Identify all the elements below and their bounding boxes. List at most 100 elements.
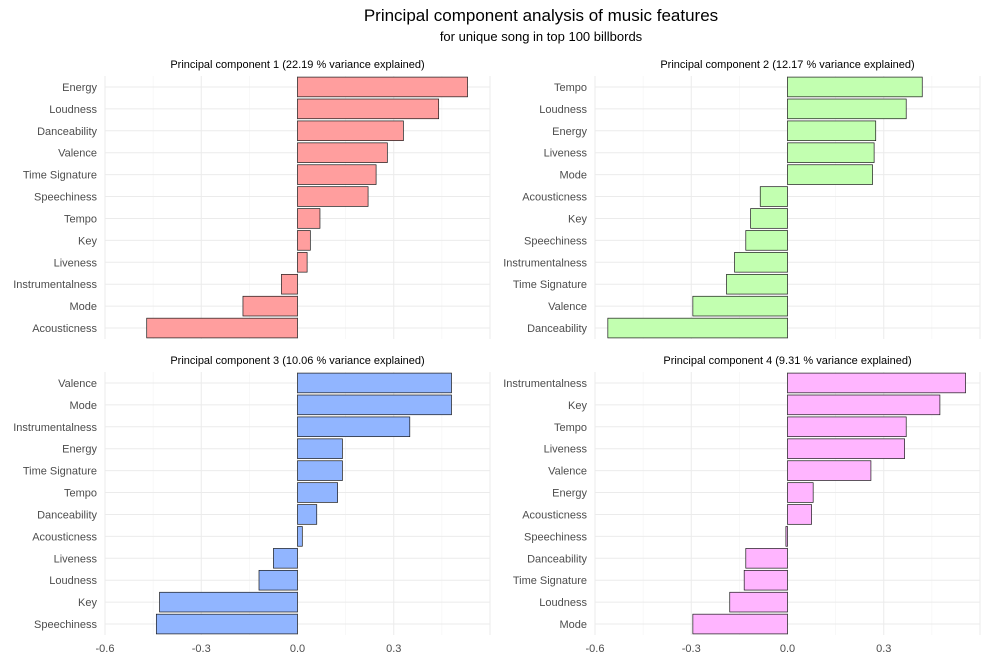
panel-2: Principal component 2 (12.17 % variance … <box>503 59 981 339</box>
bar-time-signature <box>726 273 788 295</box>
bar-liveness <box>787 142 875 163</box>
panel-title: Principal component 3 (10.06 % variance … <box>170 355 424 367</box>
category-label: Key <box>568 400 587 412</box>
bar-time-signature <box>297 164 377 185</box>
chart-subtitle: for unique song in top 100 billbords <box>440 29 643 44</box>
bar-loudness <box>258 569 298 591</box>
panel-3: Principal component 3 (10.06 % variance … <box>13 355 491 655</box>
bar-liveness <box>297 252 308 273</box>
x-tick-label: 0.3 <box>386 643 401 655</box>
bar-liveness <box>273 548 298 569</box>
panel-title: Principal component 4 (9.31 % variance e… <box>663 355 911 367</box>
category-label: Instrumentalness <box>13 422 97 434</box>
category-label: Energy <box>62 444 97 456</box>
category-label: Acousticness <box>522 192 587 204</box>
category-label: Speechiness <box>34 619 97 631</box>
bar-valence <box>297 142 388 163</box>
category-label: Key <box>568 213 587 225</box>
bar-time-signature <box>297 460 343 481</box>
x-tick-label: -0.3 <box>192 643 211 655</box>
bar-tempo <box>787 416 907 438</box>
category-label: Time Signature <box>23 466 97 478</box>
bar-instrumentalness <box>734 252 788 273</box>
chart-title: Principal component analysis of music fe… <box>364 6 718 25</box>
panel-title: Principal component 1 (22.19 % variance … <box>170 59 424 71</box>
bar-liveness <box>787 438 905 459</box>
category-label: Time Signature <box>513 279 587 291</box>
bar-energy <box>787 120 877 142</box>
bar-loudness <box>729 591 788 613</box>
bar-speechiness <box>785 526 788 547</box>
bar-tempo <box>297 482 338 503</box>
bar-loudness <box>787 98 907 120</box>
category-label: Liveness <box>54 553 98 565</box>
category-label: Loudness <box>49 575 97 587</box>
bar-valence <box>297 372 452 394</box>
category-label: Mode <box>559 170 587 182</box>
category-label: Mode <box>69 301 97 313</box>
bar-mode <box>242 295 298 317</box>
bar-acousticness <box>759 186 788 207</box>
category-label: Instrumentalness <box>503 257 587 269</box>
x-tick-label: 0.0 <box>780 643 795 655</box>
bar-speechiness <box>155 613 298 635</box>
panel-4: Principal component 4 (9.31 % variance e… <box>503 355 981 655</box>
x-tick-label: -0.3 <box>682 643 701 655</box>
bar-valence <box>787 460 872 481</box>
bar-acousticness <box>146 317 298 339</box>
category-label: Energy <box>62 82 97 94</box>
bar-key <box>787 394 941 416</box>
category-label: Valence <box>548 301 587 313</box>
bar-danceability <box>297 120 404 142</box>
bar-acousticness <box>297 526 303 547</box>
bar-danceability <box>607 317 788 339</box>
bar-energy <box>787 482 814 503</box>
category-label: Danceability <box>527 323 587 335</box>
category-label: Instrumentalness <box>13 279 97 291</box>
category-label: Key <box>78 597 97 609</box>
bar-speechiness <box>745 230 788 251</box>
category-label: Instrumentalness <box>503 378 587 390</box>
category-label: Speechiness <box>524 531 587 543</box>
x-tick-label: -0.6 <box>96 643 115 655</box>
category-label: Mode <box>559 619 587 631</box>
x-tick-label: -0.6 <box>586 643 605 655</box>
bar-danceability <box>745 548 788 569</box>
bar-loudness <box>297 98 440 120</box>
category-label: Loudness <box>49 104 97 116</box>
category-label: Mode <box>69 400 97 412</box>
bar-key <box>159 591 298 613</box>
category-label: Valence <box>58 148 97 160</box>
category-label: Liveness <box>544 148 588 160</box>
x-tick-label: 0.0 <box>290 643 305 655</box>
category-label: Acousticness <box>32 531 97 543</box>
category-label: Tempo <box>554 82 587 94</box>
category-label: Time Signature <box>513 575 587 587</box>
category-label: Energy <box>552 126 587 138</box>
category-label: Tempo <box>554 422 587 434</box>
category-label: Tempo <box>64 213 97 225</box>
category-label: Acousticness <box>32 323 97 335</box>
category-label: Danceability <box>37 509 97 521</box>
bar-speechiness <box>297 186 369 207</box>
category-label: Tempo <box>64 488 97 500</box>
panel-title: Principal component 2 (12.17 % variance … <box>660 59 914 71</box>
category-label: Acousticness <box>522 509 587 521</box>
bar-instrumentalness <box>281 273 298 295</box>
bar-instrumentalness <box>787 372 966 394</box>
bar-instrumentalness <box>297 416 411 438</box>
category-label: Key <box>78 235 97 247</box>
bar-key <box>750 208 788 229</box>
category-label: Danceability <box>37 126 97 138</box>
bar-acousticness <box>787 504 812 525</box>
category-label: Loudness <box>539 104 587 116</box>
bar-key <box>297 230 311 251</box>
category-label: Speechiness <box>524 235 587 247</box>
bar-tempo <box>297 208 321 229</box>
facet-panels: Principal component 1 (22.19 % variance … <box>13 59 981 655</box>
bar-danceability <box>297 504 318 525</box>
category-label: Danceability <box>527 553 587 565</box>
panel-1: Principal component 1 (22.19 % variance … <box>13 59 491 339</box>
bar-mode <box>297 394 452 416</box>
